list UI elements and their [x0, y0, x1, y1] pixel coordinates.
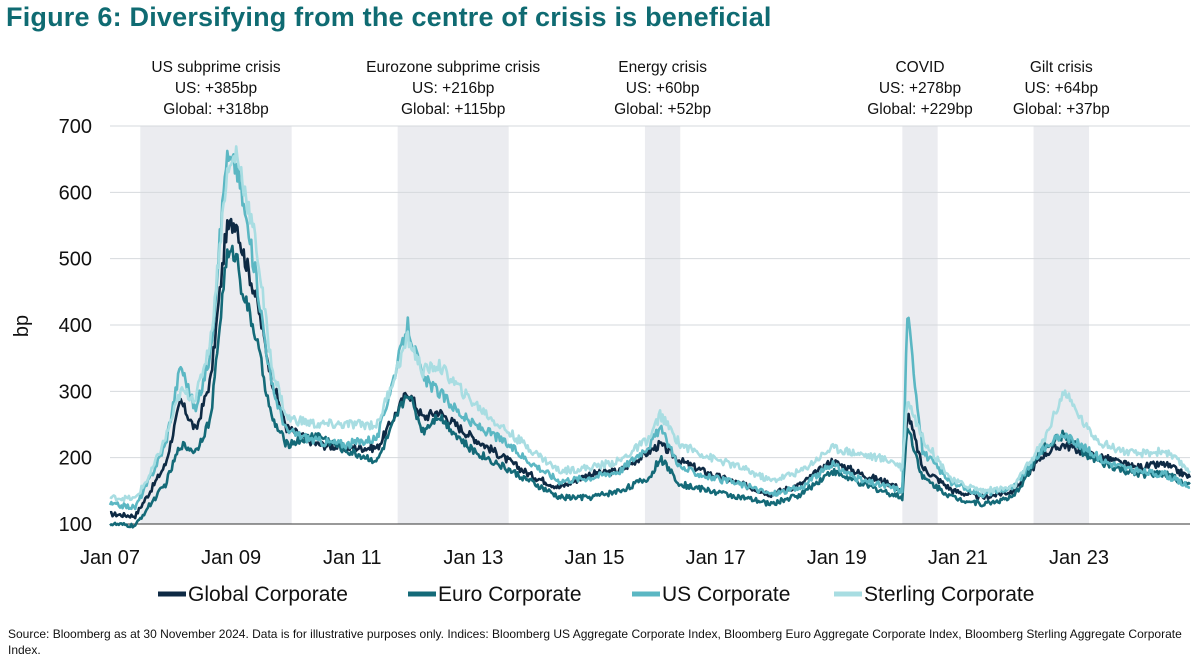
- legend-label: US Corporate: [662, 583, 790, 606]
- crisis-annotation-line: US subprime crisis: [151, 59, 280, 76]
- gridlines: [110, 125, 1190, 525]
- crisis-annotation-line: US: +216bp: [412, 80, 494, 97]
- y-tick-label: 400: [59, 315, 92, 337]
- crisis-annotation-line: US: +278bp: [879, 80, 961, 97]
- x-axis: Jan 07 Jan 09 Jan 11 Jan 13 Jan 15 Jan 17 Jan …: [80, 547, 1109, 569]
- series-line-global-corporate: [109, 217, 1192, 520]
- y-axis-label: bp: [11, 315, 33, 337]
- crisis-annotation-line: Eurozone subprime crisis: [366, 59, 540, 76]
- y-tick-label: 600: [59, 182, 92, 204]
- x-tick-label: Jan 23: [1049, 547, 1109, 569]
- legend-label: Sterling Corporate: [864, 583, 1034, 606]
- legend: Global Corporate Euro Corporate US Corpora…: [158, 583, 1034, 606]
- y-tick-label: 300: [59, 381, 92, 403]
- x-tick-label: Jan 07: [80, 547, 140, 569]
- x-tick-label: Jan 13: [443, 547, 503, 569]
- crisis-annotation-line: US: +385bp: [175, 80, 257, 97]
- crisis-annotation-line: US: +60bp: [626, 80, 700, 97]
- series-lines: [108, 145, 1192, 529]
- y-tick-label: 700: [59, 116, 92, 138]
- source-note: Source: Bloomberg as at 30 November 2024…: [8, 627, 1182, 657]
- series-line-sterling-corporate: [109, 145, 1191, 503]
- series-line-euro-corporate: [109, 244, 1191, 529]
- y-tick-label: 500: [59, 249, 92, 271]
- crisis-annotation-line: Global: +52bp: [614, 101, 711, 118]
- legend-label: Global Corporate: [188, 583, 348, 606]
- crisis-annotation-line: Gilt crisis: [1030, 59, 1093, 76]
- crisis-annotation-line: COVID: [895, 59, 944, 76]
- y-axis: 100 200 300 400 500 600 700: [59, 116, 92, 536]
- chart-title: Figure 6: Diversifying from the centre o…: [6, 2, 772, 32]
- crisis-annotation-line: US: +64bp: [1024, 80, 1098, 97]
- crisis-annotations: US subprime crisis US: +385bp Global: +318…: [151, 59, 1109, 118]
- x-tick-label: Jan 11: [323, 547, 382, 569]
- x-tick-label: Jan 09: [201, 547, 261, 569]
- crisis-annotation-line: Global: +115bp: [401, 101, 505, 118]
- y-tick-label: 100: [59, 514, 92, 536]
- crisis-annotation-line: Global: +318bp: [163, 101, 269, 118]
- y-tick-label: 200: [59, 448, 92, 470]
- x-tick-label: Jan 21: [928, 547, 988, 569]
- x-tick-label: Jan 17: [686, 547, 746, 569]
- crisis-annotation-line: Global: +229bp: [867, 101, 973, 118]
- legend-label: Euro Corporate: [438, 583, 582, 606]
- x-tick-label: Jan 15: [564, 547, 624, 569]
- x-tick-label: Jan 19: [807, 547, 867, 569]
- crisis-annotation-line: Global: +37bp: [1013, 101, 1110, 118]
- crisis-annotation-line: Energy crisis: [618, 59, 707, 76]
